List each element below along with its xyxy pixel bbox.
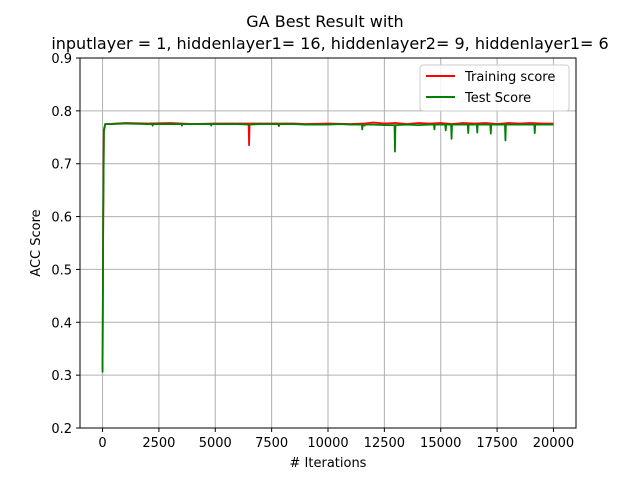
y-tick-label: 0.3 xyxy=(51,369,72,384)
y-tick-label: 0.8 xyxy=(51,105,72,120)
legend-label-test: Test Score xyxy=(464,91,531,106)
x-tick-label: 17500 xyxy=(476,436,517,451)
x-tick-label: 0 xyxy=(98,436,106,451)
legend-box xyxy=(419,64,570,112)
x-tick-label: 2500 xyxy=(142,436,175,451)
x-axis-ticks: 0 2500 5000 7500 10000 12500 15000 17500 20000 xyxy=(98,428,574,451)
x-tick-label: 7500 xyxy=(255,436,288,451)
plot-area xyxy=(101,121,554,373)
y-tick-label: 0.4 xyxy=(51,316,72,331)
y-tick-label: 0.2 xyxy=(51,422,72,437)
y-tick-label: 0.6 xyxy=(51,211,72,226)
x-tick-label: 5000 xyxy=(199,436,232,451)
gridlines xyxy=(80,57,576,429)
series-line-training xyxy=(101,121,554,370)
series-line-test xyxy=(101,122,554,373)
x-axis-label: # Iterations xyxy=(290,456,367,471)
x-tick-label: 15000 xyxy=(420,436,461,451)
legend-label-training: Training score xyxy=(464,70,555,85)
y-tick-label: 0.7 xyxy=(51,158,72,173)
chart-title-line1: GA Best Result with xyxy=(246,12,403,31)
chart-title-line2: inputlayer = 1, hiddenlayer1= 16, hidden… xyxy=(51,34,608,53)
y-axis-label: ACC Score xyxy=(29,209,44,276)
x-tick-label: 12500 xyxy=(364,436,405,451)
legend: Training score Test Score xyxy=(419,64,570,112)
y-tick-label: 0.5 xyxy=(51,263,72,278)
x-tick-label: 20000 xyxy=(533,436,574,451)
y-axis-ticks: 0.2 0.3 0.4 0.5 0.6 0.7 0.8 0.9 xyxy=(51,52,80,437)
y-tick-label: 0.9 xyxy=(51,52,72,67)
x-tick-label: 10000 xyxy=(307,436,348,451)
